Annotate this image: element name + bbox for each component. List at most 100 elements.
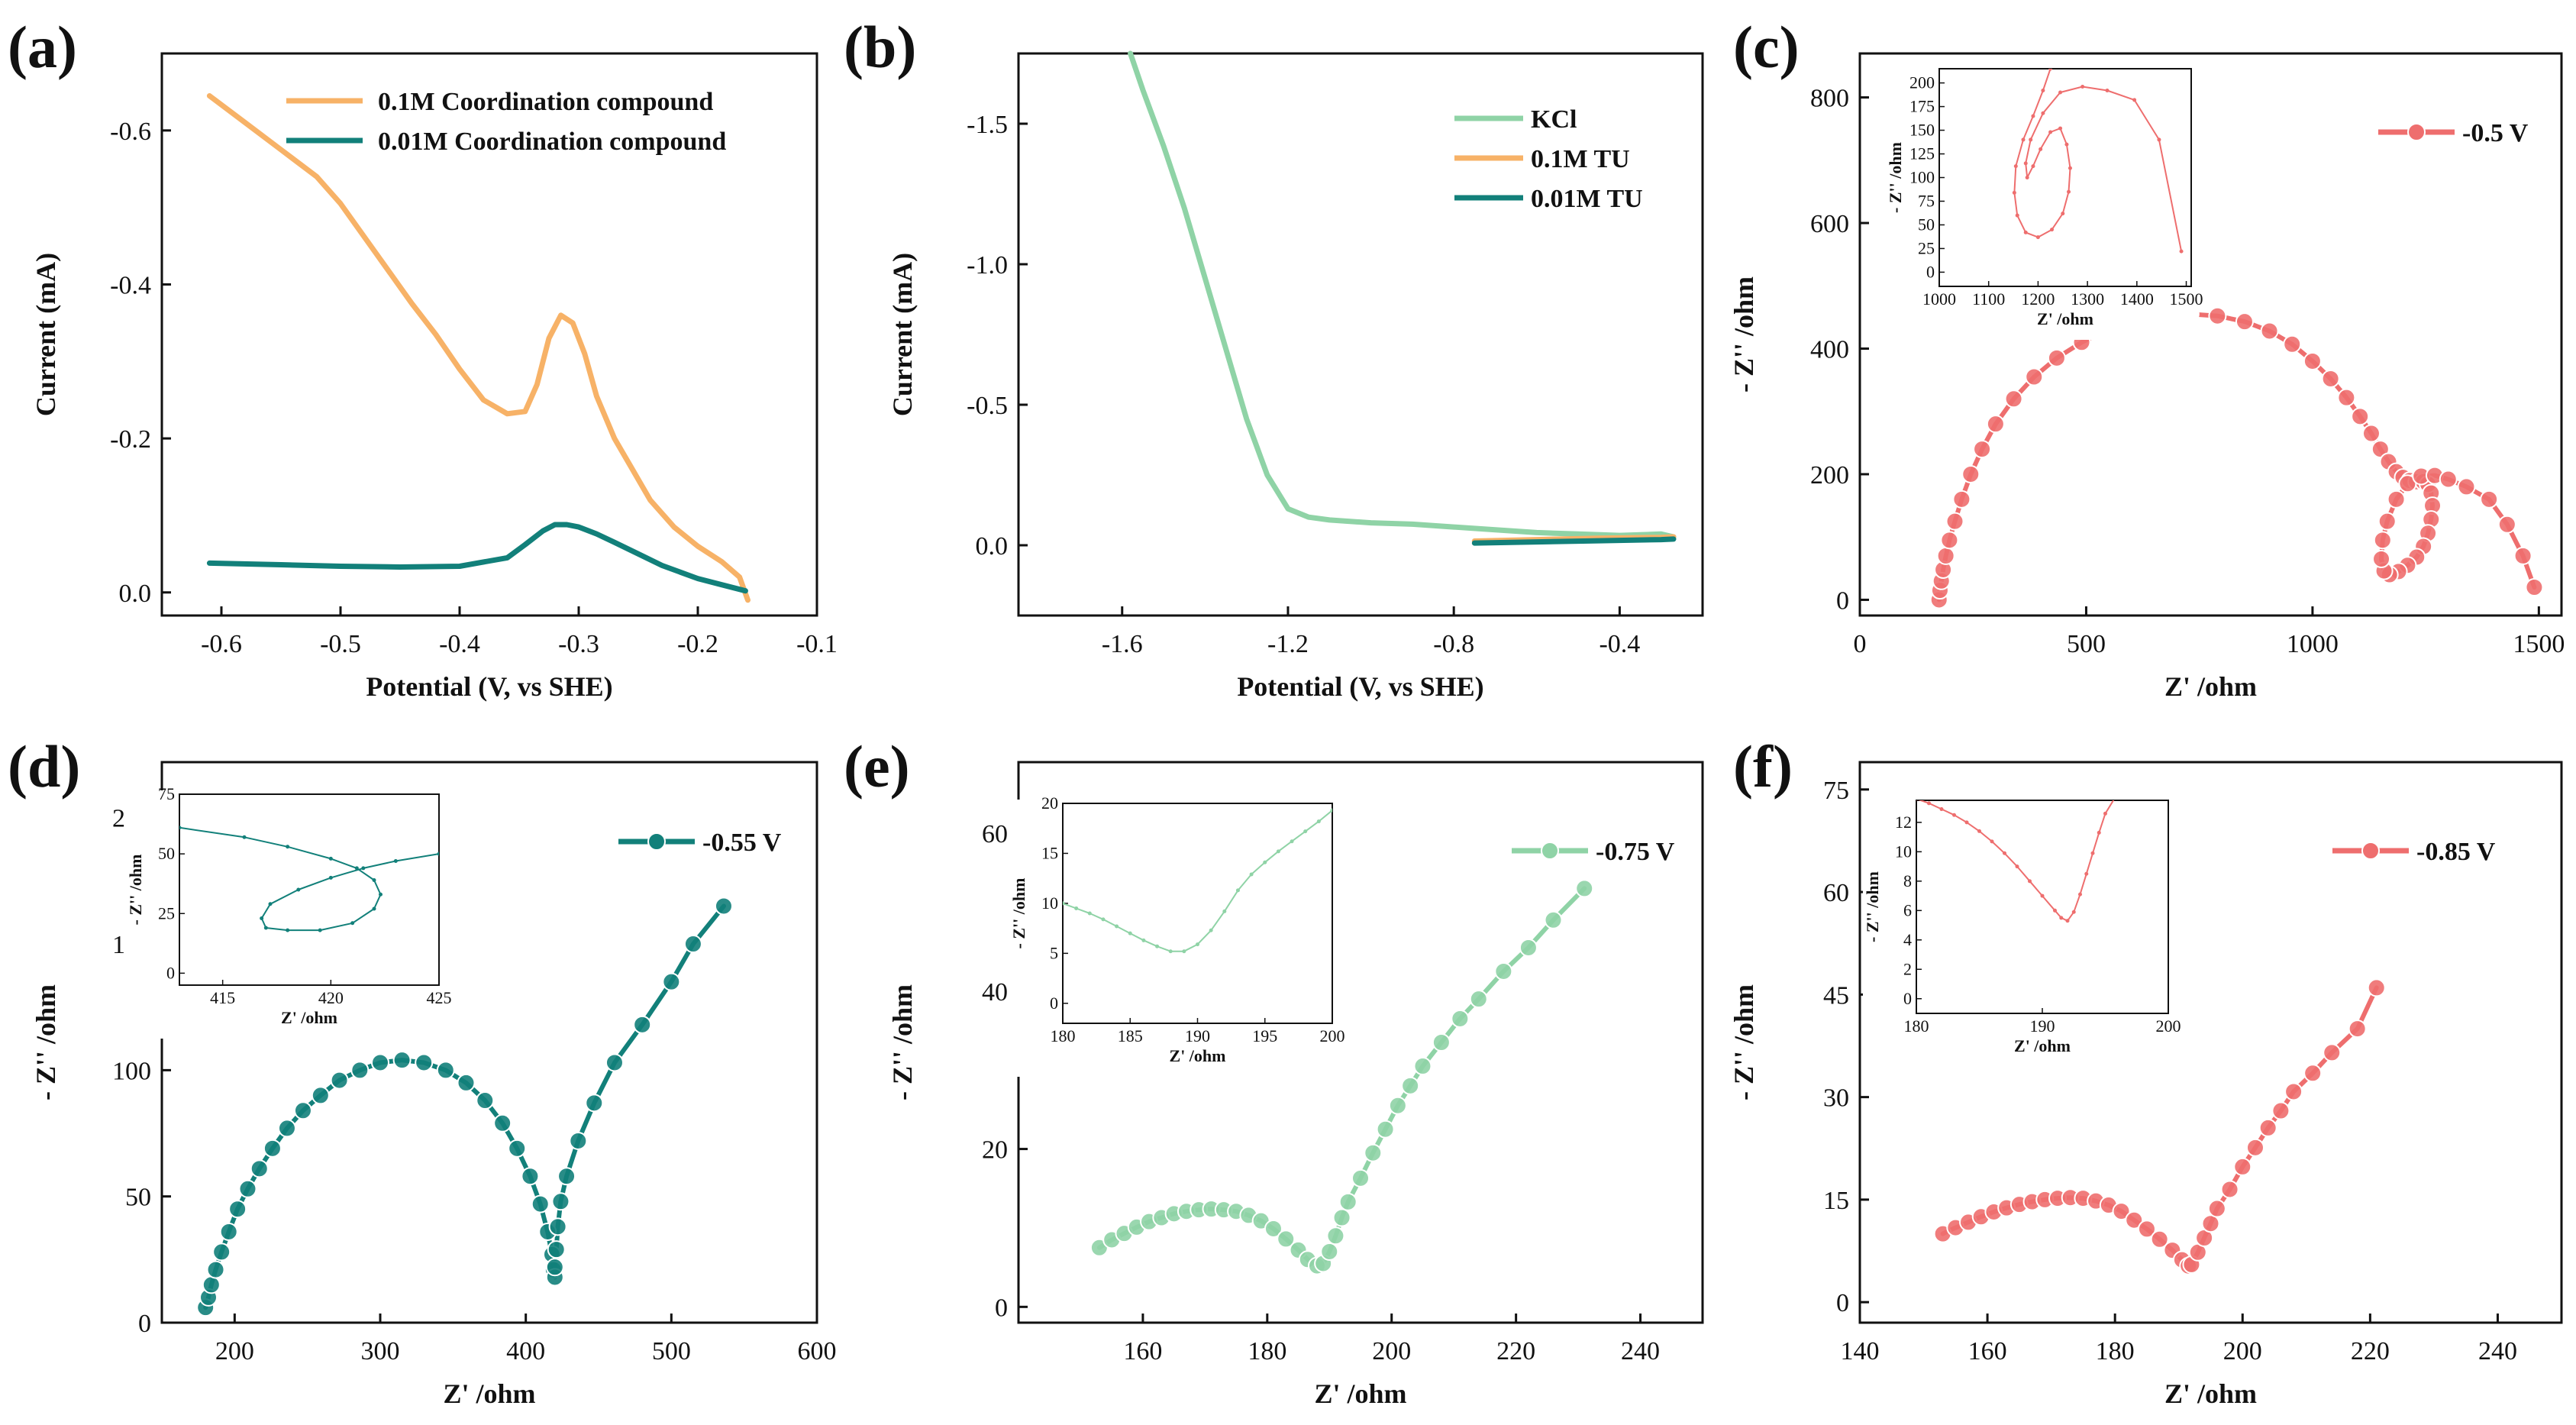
series-0-data-point: [2513, 546, 2532, 565]
series-0-data-point: [1338, 1192, 1357, 1211]
y-axis-title: Current (mA): [31, 253, 61, 416]
series-0-data-point: [521, 1167, 540, 1186]
legend-marker: [647, 832, 666, 851]
series-0-data-point: [2004, 389, 2023, 409]
y-tick-label: 15: [1823, 1187, 1849, 1215]
inset-y-tick-label: 12: [1895, 813, 1912, 832]
inset-data-point: [2059, 916, 2064, 920]
inset-data-point: [2090, 851, 2095, 855]
y-axis-title: - Z'' /ohm: [887, 984, 918, 1100]
x-tick-label: 300: [361, 1337, 400, 1365]
inset-data-point: [354, 866, 359, 871]
y-tick-label: -1.5: [967, 111, 1008, 139]
x-tick-label: -0.8: [1433, 630, 1474, 658]
inset-data-point: [1209, 928, 1213, 932]
inset-data-point: [2023, 230, 2028, 234]
inset-data-point: [1222, 909, 1227, 913]
series-0-data-point: [605, 1053, 624, 1072]
inset-data-point: [260, 916, 264, 920]
series-0-data-point: [1364, 1143, 1383, 1162]
series-0-data-point: [2321, 369, 2340, 388]
series-2-series-line: [1471, 536, 1677, 546]
series-0-data-point: [250, 1159, 269, 1178]
legend-marker: [1541, 842, 1559, 860]
inset-data-point: [2048, 69, 2053, 71]
inset-y-axis-title: - Z'' /ohm: [1009, 878, 1028, 949]
series-0-data-point: [683, 935, 702, 954]
inset-data-point: [1939, 807, 1944, 812]
inset-data-point: [2157, 137, 2161, 142]
x-tick-label: -0.5: [320, 630, 361, 658]
inset-background: [1863, 797, 2176, 1067]
x-tick-label: -1.2: [1267, 630, 1309, 658]
inset-data-point: [2023, 161, 2028, 166]
inset-y-tick-label: 0: [1050, 994, 1058, 1013]
series-0-data-point: [2303, 1064, 2323, 1083]
inset-background: [1886, 65, 2199, 340]
inset-plot: 1000 1100 1200 1300 1400 1500 0 25 50 75 100 125 150…: [1886, 65, 2203, 340]
inset-data-point: [2053, 908, 2057, 913]
inset-data-point: [437, 851, 439, 856]
series-0-data-point: [2439, 470, 2458, 489]
inset-y-tick-label: 75: [1918, 191, 1935, 210]
series-0-data-point: [548, 1217, 567, 1236]
x-axis-title: Potential (V, vs SHE): [1237, 671, 1483, 702]
inset-x-axis-title: Z' /ohm: [1170, 1046, 1226, 1065]
panel-b: (b) -1.6 -1.2 -0.8 -0.4 0.0 -0.5 -1.0 -1.5 Potent…: [844, 14, 1704, 702]
x-tick-label: -0.2: [677, 630, 718, 658]
y-tick-label: 40: [982, 978, 1008, 1007]
series-0-data-point: [1936, 546, 1955, 565]
series-0-data-point: [1469, 990, 1488, 1009]
series-0-data-point: [2233, 1157, 2252, 1176]
inset-x-tick-label: 195: [1252, 1026, 1277, 1045]
inset-data-point: [2058, 126, 2063, 131]
inset-data-point: [2132, 98, 2137, 102]
legend-label: 0.1M TU: [1531, 145, 1630, 173]
inset-data-point: [1168, 949, 1173, 954]
legend-label: 0.01M Coordination compound: [378, 128, 726, 156]
series-0-data-point: [1320, 1242, 1339, 1261]
x-tick-label: 600: [798, 1337, 837, 1365]
inset-data-point: [2179, 249, 2184, 254]
series-0-data-point: [2235, 312, 2254, 331]
y-tick-label: 75: [1823, 777, 1849, 805]
x-tick-label: 200: [1372, 1337, 1411, 1365]
inset-data-point: [2080, 85, 2085, 89]
series-0-data-point: [2125, 1210, 2144, 1230]
series-0-data-point: [371, 1053, 389, 1072]
inset-x-tick-label: 185: [1118, 1026, 1143, 1045]
series-0-data-point: [2480, 490, 2499, 509]
series-0-data-point: [531, 1194, 550, 1213]
x-tick-label: 240: [1621, 1337, 1660, 1365]
series-0-data-point: [350, 1061, 370, 1080]
x-tick-label: -0.4: [439, 630, 480, 658]
series-0-data-point: [585, 1094, 604, 1113]
series-0-data-point: [311, 1086, 330, 1105]
panel-label: (d): [8, 733, 80, 800]
series-0-data-point: [2112, 1202, 2131, 1221]
panel-label: (b): [844, 14, 916, 80]
inset-data-point: [2050, 228, 2055, 232]
y-tick-label: 100: [112, 1057, 151, 1085]
inset-x-tick-label: 1400: [2120, 289, 2154, 309]
series-0-data-point: [2323, 1043, 2342, 1062]
series-0-data-point: [476, 1091, 495, 1110]
inset-data-point: [2097, 830, 2101, 835]
inset-y-tick-label: 20: [1041, 793, 1058, 813]
panel-label: (c): [1733, 14, 1800, 80]
x-axis-title: Potential (V, vs SHE): [366, 671, 612, 702]
inset-data-point: [2064, 142, 2069, 147]
inset-data-point: [242, 835, 247, 839]
inset-data-point: [1115, 924, 1119, 929]
y-tick-label: 0: [1836, 586, 1849, 615]
inset-data-point: [1128, 931, 1132, 935]
inset-data-point: [2013, 164, 2018, 169]
inset-y-tick-label: 125: [1909, 144, 1935, 163]
series-0-data-point: [1388, 1096, 1407, 1115]
series-0-data-point: [238, 1179, 257, 1198]
series-0-data-point: [457, 1073, 476, 1092]
x-tick-label: 140: [1841, 1337, 1880, 1365]
series-0-series-line: [1936, 312, 2537, 603]
inset-data-point: [372, 906, 376, 911]
panel-d: (d)200300400500600050100150200Z' /ohm- Z…: [8, 733, 837, 1409]
